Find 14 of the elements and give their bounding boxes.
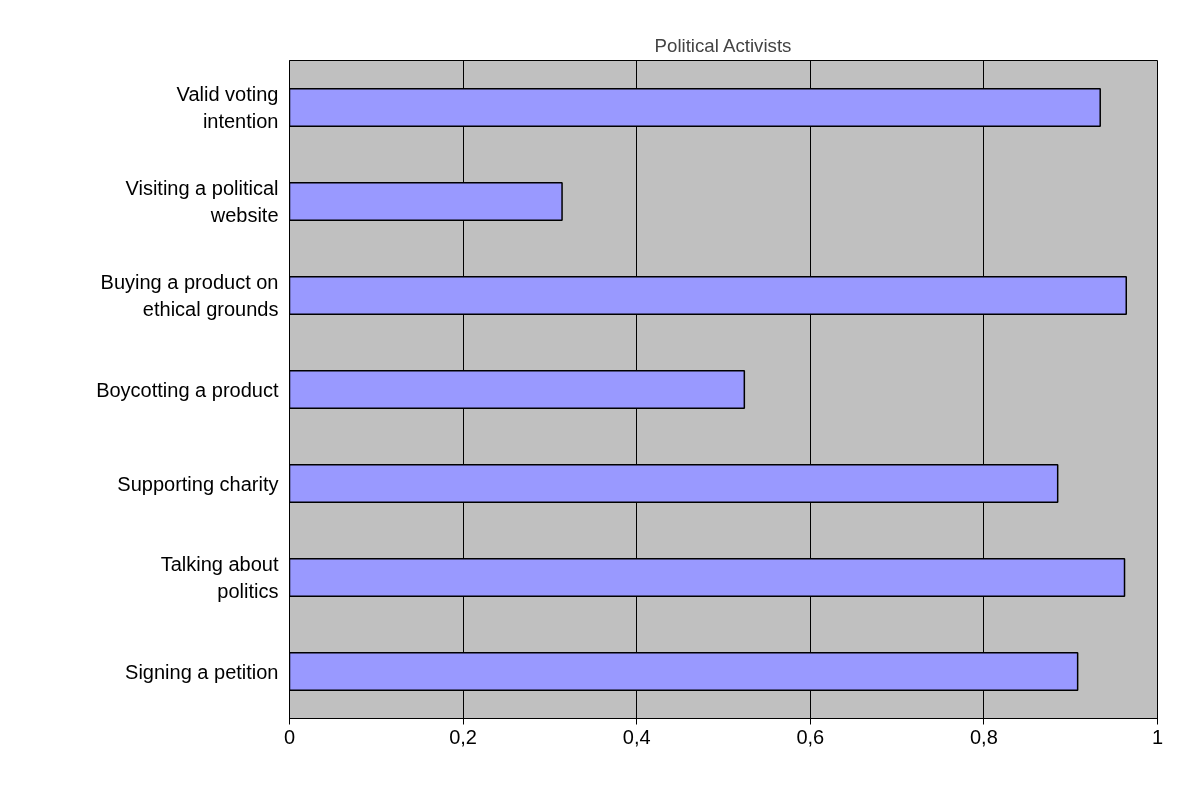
x-tick-label: 0,8 — [970, 725, 998, 748]
x-tick-label: 0,2 — [449, 725, 478, 748]
x-tick-label: 1 — [1151, 725, 1164, 748]
y-tick-label: Signing a petition — [125, 660, 279, 683]
x-tick-label: 0,6 — [796, 725, 825, 748]
y-tick-label: Boycotting a product — [96, 378, 279, 401]
y-tick-label: Talking about politics — [160, 553, 279, 602]
y-tick-label: Valid voting intention — [176, 83, 279, 132]
y-tick-label: Buying a product on ethical grounds — [100, 271, 279, 320]
x-tick-label: 0,4 — [622, 725, 651, 748]
x-tick-label: 0 — [283, 725, 296, 748]
chart-title: Political Activists — [654, 34, 792, 56]
y-tick-label: Visiting a political website — [125, 177, 279, 226]
y-tick-label: Supporting charity — [117, 472, 279, 495]
